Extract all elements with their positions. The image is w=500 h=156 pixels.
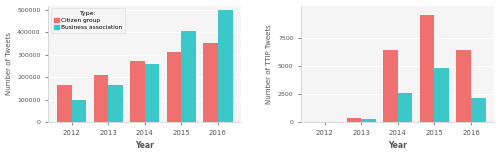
Y-axis label: Number of Tweets: Number of Tweets — [6, 32, 12, 95]
Bar — [383, 50, 398, 122]
Bar — [471, 98, 486, 122]
Bar — [182, 31, 196, 122]
Bar — [72, 100, 86, 122]
Bar — [204, 43, 218, 122]
Bar — [94, 75, 108, 122]
Y-axis label: Number of TTIP Tweets: Number of TTIP Tweets — [266, 24, 272, 104]
Bar — [456, 50, 471, 122]
Bar — [218, 10, 232, 122]
X-axis label: Year: Year — [388, 141, 407, 150]
Bar — [420, 15, 434, 122]
Legend: Citizen group, Business association: Citizen group, Business association — [51, 8, 125, 33]
Bar — [361, 119, 376, 122]
Bar — [434, 68, 449, 122]
Bar — [166, 52, 182, 122]
Bar — [145, 64, 160, 122]
Bar — [398, 93, 412, 122]
X-axis label: Year: Year — [136, 141, 154, 150]
Bar — [57, 85, 72, 122]
Bar — [130, 61, 145, 122]
Bar — [108, 85, 123, 122]
Bar — [346, 118, 361, 122]
